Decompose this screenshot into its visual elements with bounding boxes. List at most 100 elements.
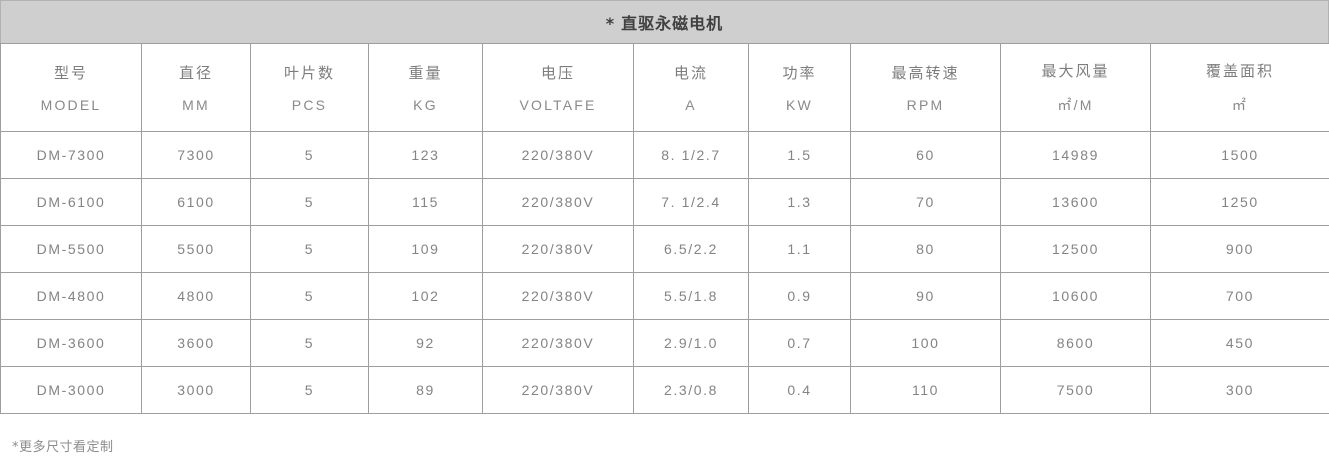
cell-current: 6.5/2.2 xyxy=(633,225,749,273)
title-asterisk: * xyxy=(605,14,616,33)
column-header-cn: 叶片数 xyxy=(283,64,335,82)
column-header-cn: 电流 xyxy=(673,64,708,82)
column-header-en: PCS xyxy=(291,97,328,113)
cell-power: 0.9 xyxy=(748,272,851,320)
column-header-cn: 最大风量 xyxy=(1041,62,1110,80)
column-header-cn: 功率 xyxy=(782,64,817,82)
column-header-coverage-area: 覆盖面积 ㎡ xyxy=(1150,43,1329,132)
column-header-voltage: 电压 VOLTAFE xyxy=(482,43,634,132)
cell-coverage-area: 1250 xyxy=(1150,178,1329,226)
table-row: DM-6100 6100 5 115 220/380V 7. 1/2.4 1.3… xyxy=(0,178,1329,226)
cell-blades: 5 xyxy=(250,225,369,273)
cell-voltage: 220/380V xyxy=(482,131,634,179)
column-header-cn: 覆盖面积 xyxy=(1205,62,1274,80)
column-header-en: VOLTAFE xyxy=(519,97,597,113)
cell-blades: 5 xyxy=(250,131,369,179)
cell-model: DM-5500 xyxy=(0,225,142,273)
cell-diameter: 3000 xyxy=(141,366,251,414)
cell-weight: 115 xyxy=(368,178,483,226)
cell-diameter: 5500 xyxy=(141,225,251,273)
cell-max-speed: 70 xyxy=(850,178,1001,226)
table-row: DM-3000 3000 5 89 220/380V 2.3/0.8 0.4 1… xyxy=(0,366,1329,414)
column-header-en: MM xyxy=(182,97,210,113)
cell-max-airflow: 13600 xyxy=(1000,178,1151,226)
table-body: DM-7300 7300 5 123 220/380V 8. 1/2.7 1.5… xyxy=(0,131,1329,414)
cell-current: 2.3/0.8 xyxy=(633,366,749,414)
cell-blades: 5 xyxy=(250,178,369,226)
cell-power: 0.4 xyxy=(748,366,851,414)
column-header-weight: 重量 KG xyxy=(368,43,483,132)
column-header-current: 电流 A xyxy=(633,43,749,132)
cell-diameter: 4800 xyxy=(141,272,251,320)
title-label: 直驱永磁电机 xyxy=(621,14,724,33)
column-header-en: ㎡/M xyxy=(1057,97,1094,113)
column-header-blades: 叶片数 PCS xyxy=(250,43,369,132)
cell-max-airflow: 10600 xyxy=(1000,272,1151,320)
cell-max-airflow: 14989 xyxy=(1000,131,1151,179)
cell-power: 0.7 xyxy=(748,319,851,367)
cell-max-speed: 90 xyxy=(850,272,1001,320)
table-row: DM-3600 3600 5 92 220/380V 2.9/1.0 0.7 1… xyxy=(0,319,1329,367)
cell-coverage-area: 900 xyxy=(1150,225,1329,273)
cell-weight: 89 xyxy=(368,366,483,414)
header-row: 型号 MODEL 直径 MM 叶片数 PCS xyxy=(0,43,1329,132)
column-header-cn: 直径 xyxy=(178,64,213,82)
cell-max-speed: 80 xyxy=(850,225,1001,273)
cell-weight: 123 xyxy=(368,131,483,179)
column-header-cn: 重量 xyxy=(408,64,443,82)
cell-voltage: 220/380V xyxy=(482,225,634,273)
cell-voltage: 220/380V xyxy=(482,178,634,226)
cell-current: 7. 1/2.4 xyxy=(633,178,749,226)
table-title-bar: * 直驱永磁电机 xyxy=(0,0,1329,43)
cell-power: 1.1 xyxy=(748,225,851,273)
cell-model: DM-3600 xyxy=(0,319,142,367)
cell-diameter: 6100 xyxy=(141,178,251,226)
cell-voltage: 220/380V xyxy=(482,272,634,320)
table-row: DM-5500 5500 5 109 220/380V 6.5/2.2 1.1 … xyxy=(0,225,1329,273)
cell-model: DM-6100 xyxy=(0,178,142,226)
cell-max-speed: 60 xyxy=(850,131,1001,179)
column-header-cn: 型号 xyxy=(53,64,88,82)
cell-max-speed: 110 xyxy=(850,366,1001,414)
column-header-en: RPM xyxy=(906,97,945,113)
cell-weight: 102 xyxy=(368,272,483,320)
column-header-power: 功率 KW xyxy=(748,43,851,132)
column-header-en: MODEL xyxy=(40,97,102,113)
cell-max-speed: 100 xyxy=(850,319,1001,367)
cell-coverage-area: 300 xyxy=(1150,366,1329,414)
cell-coverage-area: 700 xyxy=(1150,272,1329,320)
cell-current: 2.9/1.0 xyxy=(633,319,749,367)
cell-weight: 109 xyxy=(368,225,483,273)
table-row: DM-4800 4800 5 102 220/380V 5.5/1.8 0.9 … xyxy=(0,272,1329,320)
cell-coverage-area: 450 xyxy=(1150,319,1329,367)
cell-model: DM-4800 xyxy=(0,272,142,320)
cell-voltage: 220/380V xyxy=(482,366,634,414)
motor-spec-table: 型号 MODEL 直径 MM 叶片数 PCS xyxy=(0,43,1329,414)
cell-coverage-area: 1500 xyxy=(1150,131,1329,179)
column-header-en: ㎡ xyxy=(1231,97,1249,113)
page-title: * 直驱永磁电机 xyxy=(606,10,723,34)
cell-weight: 92 xyxy=(368,319,483,367)
cell-model: DM-7300 xyxy=(0,131,142,179)
column-header-en: KG xyxy=(413,97,438,113)
cell-max-airflow: 7500 xyxy=(1000,366,1151,414)
cell-max-airflow: 12500 xyxy=(1000,225,1151,273)
column-header-cn: 电压 xyxy=(540,64,575,82)
footnote: *更多尺寸看定制 xyxy=(12,440,114,455)
cell-voltage: 220/380V xyxy=(482,319,634,367)
column-header-diameter: 直径 MM xyxy=(141,43,251,132)
cell-current: 5.5/1.8 xyxy=(633,272,749,320)
cell-max-airflow: 8600 xyxy=(1000,319,1151,367)
cell-current: 8. 1/2.7 xyxy=(633,131,749,179)
column-header-en: KW xyxy=(786,97,813,113)
cell-blades: 5 xyxy=(250,272,369,320)
table-header: 型号 MODEL 直径 MM 叶片数 PCS xyxy=(0,43,1329,132)
cell-model: DM-3000 xyxy=(0,366,142,414)
column-header-en: A xyxy=(685,97,697,113)
column-header-cn: 最高转速 xyxy=(891,64,960,82)
cell-blades: 5 xyxy=(250,366,369,414)
cell-blades: 5 xyxy=(250,319,369,367)
cell-diameter: 3600 xyxy=(141,319,251,367)
cell-power: 1.5 xyxy=(748,131,851,179)
